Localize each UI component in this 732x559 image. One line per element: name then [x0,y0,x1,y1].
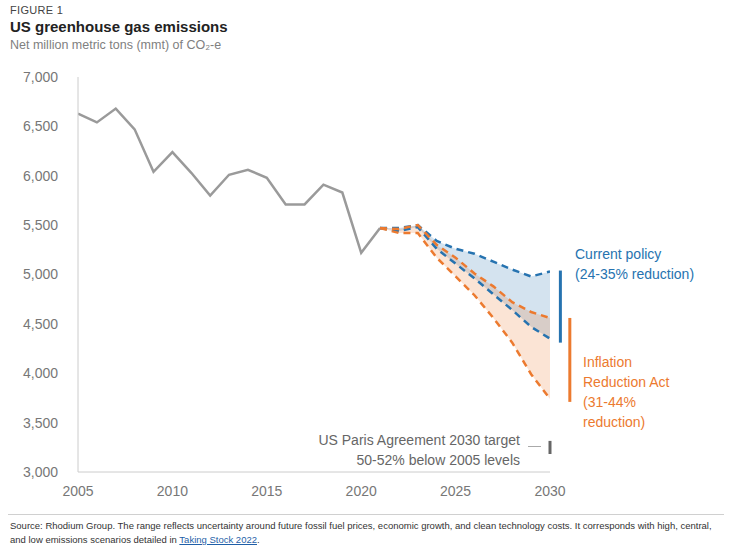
svg-text:2030: 2030 [534,483,565,499]
svg-text:2005: 2005 [62,483,93,499]
html-text:(31-44%: (31-44% [583,394,636,410]
svg-text:2010: 2010 [157,483,188,499]
html-text:50-52% below 2005 levels: 50-52% below 2005 levels [356,452,520,468]
svg-text:2015: 2015 [251,483,282,499]
html-text:Net million metric tons (mmt): Net million metric tons (mmt) of CO₂-e [10,38,222,52]
html-text:Reduction Act: Reduction Act [583,374,670,390]
svg-text:2025: 2025 [440,483,471,499]
svg-text:3,000: 3,000 [23,464,58,480]
svg-text:4,500: 4,500 [23,316,58,332]
svg-text:2020: 2020 [346,483,377,499]
html-text:(24-35% reduction): (24-35% reduction) [575,266,695,282]
html-text:Source: Rhodium Group. The ran: Source: Rhodium Group. The range reflect… [10,520,712,545]
svg-text:3,500: 3,500 [23,415,58,431]
svg-text:7,000: 7,000 [23,69,58,85]
html-text:reduction): reduction) [583,414,646,430]
svg-text:6,000: 6,000 [23,168,58,184]
svg-text:5,000: 5,000 [23,266,58,282]
svg-text:6,500: 6,500 [23,118,58,134]
svg-text:4,000: 4,000 [23,365,58,381]
svg-text:5,500: 5,500 [23,217,58,233]
html-text:Current policy: Current policy [575,246,662,262]
html-text:FIGURE 1: FIGURE 1 [10,4,64,16]
html-text:US Paris Agreement 2030 target: US Paris Agreement 2030 target [318,432,520,448]
html-text:US greenhouse gas emissions: US greenhouse gas emissions [10,18,228,35]
html-text:Inflation: Inflation [583,354,632,370]
